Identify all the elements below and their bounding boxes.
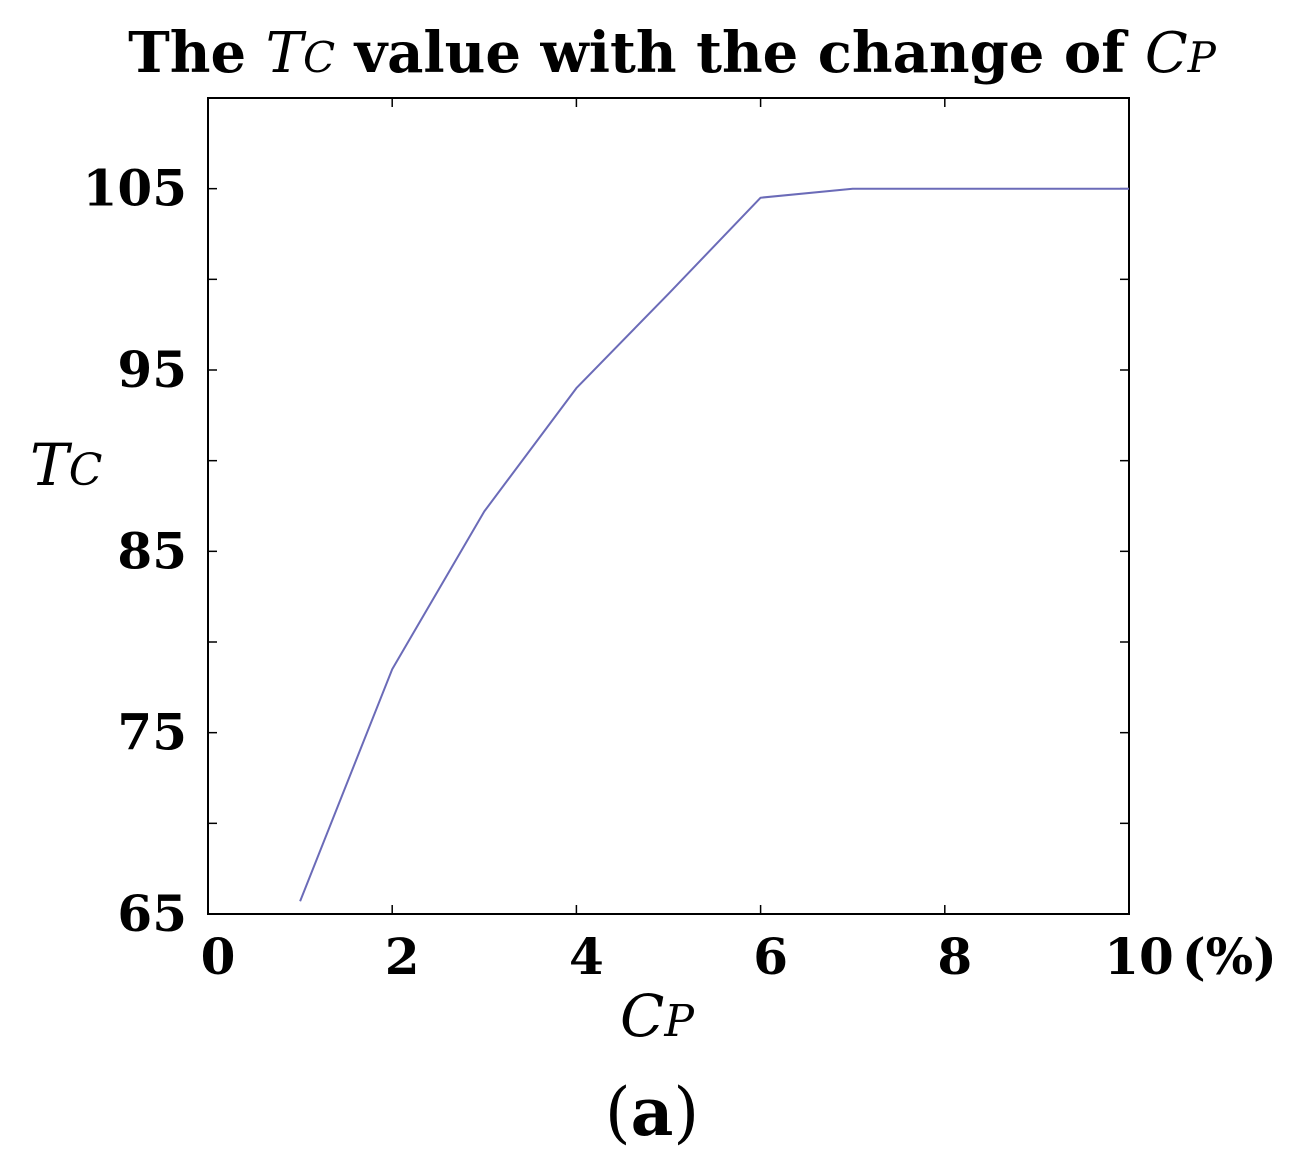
panel-label: (a): [605, 1073, 699, 1151]
y-tick-label-0: 65: [117, 884, 187, 943]
title-text-middle: value with the change of: [335, 20, 1145, 86]
x-axis-unit: (%): [1182, 927, 1277, 986]
panel-label-letter: a: [631, 1073, 674, 1151]
panel-label-close: ): [673, 1074, 699, 1151]
ticks: [207, 97, 1130, 915]
y-tick-label-1: 75: [117, 703, 187, 762]
x-axis-label-sub: P: [663, 996, 695, 1047]
x-tick-label-2: 4: [569, 927, 604, 986]
panel-label-open: (: [605, 1074, 631, 1151]
x-tick-label-5: 10: [1104, 927, 1174, 986]
title-var2-main: C: [1145, 21, 1188, 86]
x-tick-label-4: 8: [937, 927, 972, 986]
plot-frame: [207, 97, 1130, 915]
y-tick-label-2: 85: [117, 521, 187, 580]
title-var-sub: C: [303, 33, 335, 82]
series-line-0: [299, 187, 1129, 902]
title-var2-sub: P: [1187, 33, 1217, 82]
x-tick-label-3: 6: [753, 927, 788, 986]
x-axis-label: CP: [620, 982, 695, 1050]
title-var-main: T: [266, 21, 307, 86]
y-tick-label-3: 95: [117, 340, 187, 399]
chart-title: The TC value with the change of CP: [128, 20, 1217, 86]
title-text-before: The: [128, 20, 266, 86]
series: [299, 187, 1129, 902]
tick-labels: 0 2 4 6 8 10 65 75 85 95 105: [83, 159, 1174, 986]
y-tick-label-4: 105: [83, 159, 187, 218]
x-tick-label-0: 0: [201, 927, 236, 986]
x-axis-label-main: C: [620, 982, 664, 1050]
y-axis-label-main: T: [30, 431, 73, 499]
y-axis-label: TC: [30, 431, 102, 499]
x-tick-label-1: 2: [385, 927, 420, 986]
y-axis-label-sub: C: [69, 445, 103, 496]
